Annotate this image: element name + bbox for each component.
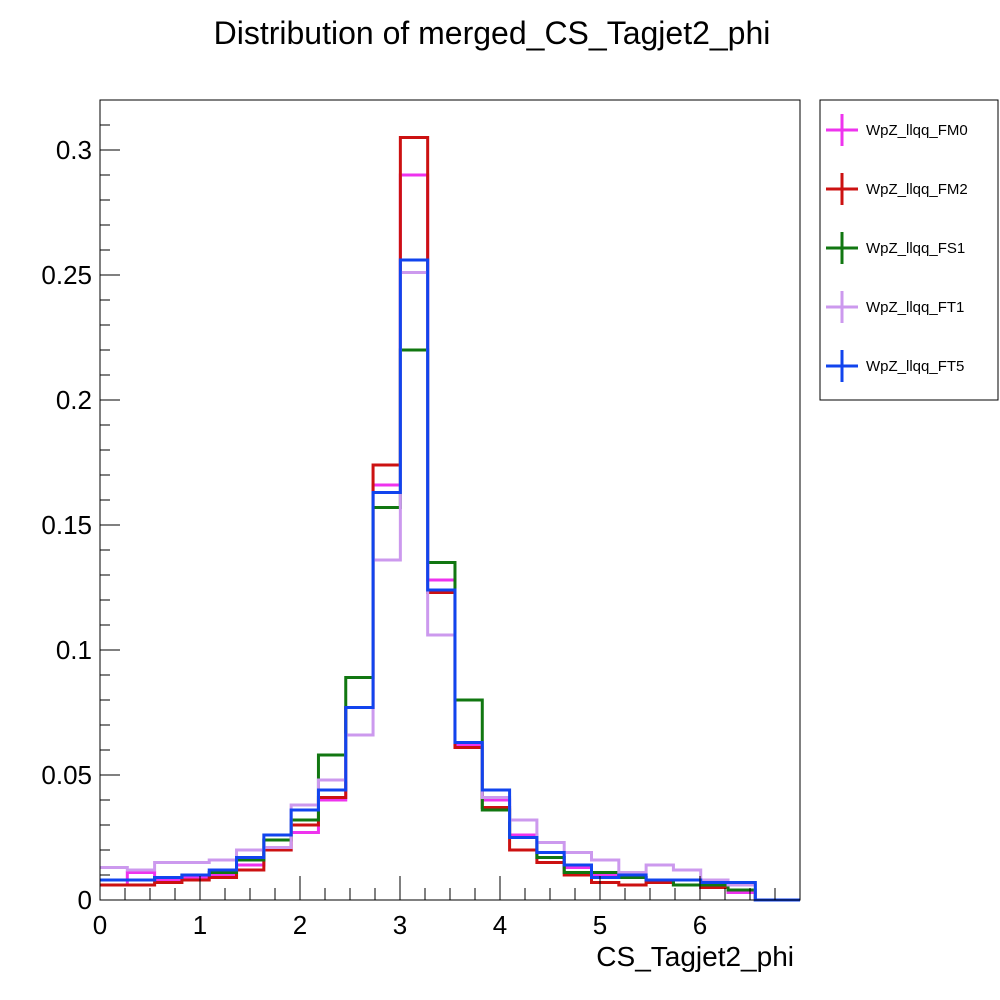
x-tick-label: 6: [693, 910, 707, 940]
x-tick-label: 3: [393, 910, 407, 940]
series-WpZ_llqq_FM2: [100, 136, 800, 902]
legend-label: WpZ_llqq_FM2: [866, 181, 968, 198]
legend-label: WpZ_llqq_FS1: [866, 240, 965, 257]
y-tick-label: 0.3: [56, 135, 92, 165]
histogram-step-line: [100, 136, 800, 902]
y-tick-label: 0: [78, 885, 92, 915]
y-tick-label: 0.05: [41, 760, 92, 790]
legend: WpZ_llqq_FM0 WpZ_llqq_FM2 WpZ_llqq_FS1 WpZ_…: [819, 99, 999, 401]
histogram-step-line: [100, 348, 800, 902]
legend-entry: WpZ_llqq_FS1: [826, 232, 965, 264]
x-tick-label: 0: [93, 910, 107, 940]
legend-box: [819, 99, 999, 401]
series-WpZ_llqq_FM0: [100, 173, 800, 902]
series-WpZ_llqq_FT1: [100, 271, 800, 902]
x-tick-label: 2: [293, 910, 307, 940]
y-tick-label: 0.25: [41, 260, 92, 290]
legend-entry: WpZ_llqq_FM0: [826, 114, 968, 146]
y-tick-label: 0.1: [56, 635, 92, 665]
histogram-step-line: [100, 173, 800, 902]
plot-frame: [99, 99, 801, 901]
axes: 0 1 2 3 4 5 6 0 0.05 0.1 0.15 0.2 0.25 0.3: [41, 99, 801, 940]
x-tick-label: 1: [193, 910, 207, 940]
histogram-step-line: [100, 258, 800, 902]
x-tick-label: 4: [493, 910, 507, 940]
legend-label: WpZ_llqq_FM0: [866, 122, 968, 139]
legend-entry: WpZ_llqq_FT5: [826, 350, 964, 382]
legend-label: WpZ_llqq_FT1: [866, 299, 964, 316]
legend-entry: WpZ_llqq_FM2: [826, 173, 968, 205]
series-WpZ_llqq_FS1: [100, 348, 800, 902]
chart-title: Distribution of merged_CS_Tagjet2_phi: [214, 15, 771, 51]
legend-label: WpZ_llqq_FT5: [866, 358, 964, 375]
plot-area: [100, 136, 800, 902]
y-tick-label: 0.15: [41, 510, 92, 540]
histogram-step-line: [100, 271, 800, 902]
x-tick-label: 5: [593, 910, 607, 940]
legend-entry: WpZ_llqq_FT1: [826, 291, 964, 323]
x-axis-label: CS_Tagjet2_phi: [596, 941, 794, 972]
series-WpZ_llqq_FT5: [100, 258, 800, 902]
y-tick-label: 0.2: [56, 385, 92, 415]
